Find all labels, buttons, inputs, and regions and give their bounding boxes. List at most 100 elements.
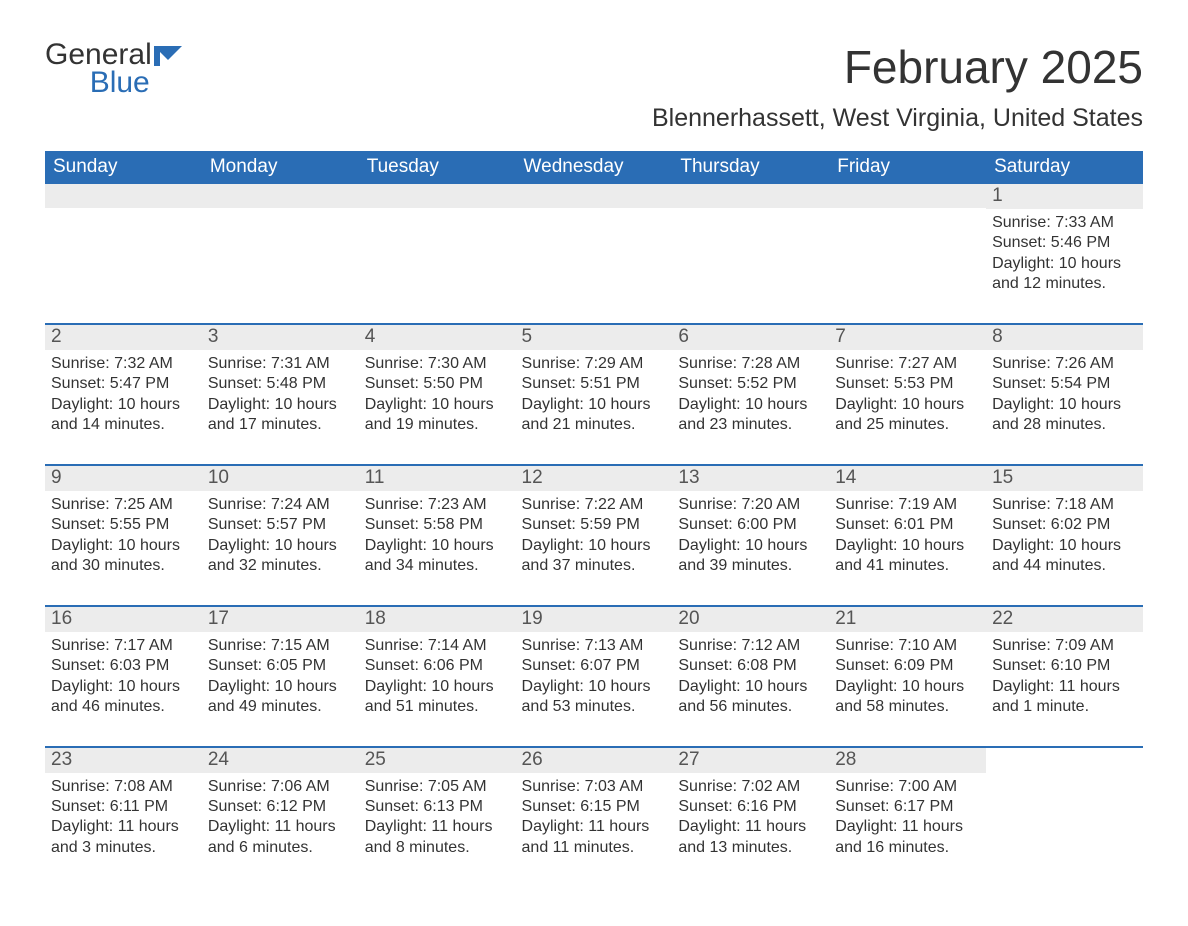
sunrise-text: Sunrise: 7:28 AM — [678, 354, 823, 374]
daylight-text: Daylight: 10 hours and 46 minutes. — [51, 677, 196, 718]
calendar-week-row: 2Sunrise: 7:32 AMSunset: 5:47 PMDaylight… — [45, 324, 1143, 465]
sunrise-text: Sunrise: 7:27 AM — [835, 354, 980, 374]
calendar-day-cell: 14Sunrise: 7:19 AMSunset: 6:01 PMDayligh… — [829, 465, 986, 606]
day-number: 25 — [365, 749, 386, 770]
calendar-day-cell: 25Sunrise: 7:05 AMSunset: 6:13 PMDayligh… — [359, 747, 516, 887]
calendar-day-cell: 10Sunrise: 7:24 AMSunset: 5:57 PMDayligh… — [202, 465, 359, 606]
sunrise-text: Sunrise: 7:25 AM — [51, 495, 196, 515]
daylight-text: Daylight: 10 hours and 58 minutes. — [835, 677, 980, 718]
daylight-text: Daylight: 10 hours and 56 minutes. — [678, 677, 823, 718]
day-number: 20 — [678, 608, 699, 629]
sunset-text: Sunset: 6:12 PM — [208, 797, 353, 817]
daylight-text: Daylight: 11 hours and 3 minutes. — [51, 817, 196, 858]
daylight-text: Daylight: 10 hours and 44 minutes. — [992, 536, 1137, 577]
sunset-text: Sunset: 6:16 PM — [678, 797, 823, 817]
day-number: 13 — [678, 467, 699, 488]
day-number: 3 — [208, 326, 219, 347]
daylight-text: Daylight: 10 hours and 25 minutes. — [835, 395, 980, 436]
sunrise-text: Sunrise: 7:23 AM — [365, 495, 510, 515]
col-sunday: Sunday — [45, 151, 202, 184]
calendar-day-cell: 3Sunrise: 7:31 AMSunset: 5:48 PMDaylight… — [202, 324, 359, 465]
day-number: 8 — [992, 326, 1003, 347]
calendar-day-cell: 22Sunrise: 7:09 AMSunset: 6:10 PMDayligh… — [986, 606, 1143, 747]
calendar-day-cell: 28Sunrise: 7:00 AMSunset: 6:17 PMDayligh… — [829, 747, 986, 887]
calendar-day-cell: 23Sunrise: 7:08 AMSunset: 6:11 PMDayligh… — [45, 747, 202, 887]
calendar-week-row: 1Sunrise: 7:33 AMSunset: 5:46 PMDaylight… — [45, 184, 1143, 324]
calendar-day-cell: 4Sunrise: 7:30 AMSunset: 5:50 PMDaylight… — [359, 324, 516, 465]
sunrise-text: Sunrise: 7:22 AM — [522, 495, 667, 515]
day-number: 10 — [208, 467, 229, 488]
sunset-text: Sunset: 6:09 PM — [835, 656, 980, 676]
sunset-text: Sunset: 5:54 PM — [992, 374, 1137, 394]
sunrise-text: Sunrise: 7:02 AM — [678, 777, 823, 797]
calendar-day-cell: 6 Sunrise: 7:28 AMSunset: 5:52 PMDaylight… — [672, 324, 829, 465]
calendar-week-row: 9Sunrise: 7:25 AMSunset: 5:55 PMDaylight… — [45, 465, 1143, 606]
day-number: 12 — [522, 467, 543, 488]
day-number: 23 — [51, 749, 72, 770]
sunset-text: Sunset: 5:59 PM — [522, 515, 667, 535]
sunset-text: Sunset: 6:07 PM — [522, 656, 667, 676]
daylight-text: Daylight: 10 hours and 28 minutes. — [992, 395, 1137, 436]
calendar-day-cell: 13Sunrise: 7:20 AMSunset: 6:00 PMDayligh… — [672, 465, 829, 606]
sunset-text: Sunset: 6:11 PM — [51, 797, 196, 817]
calendar-day-cell: 7Sunrise: 7:27 AMSunset: 5:53 PMDaylight… — [829, 324, 986, 465]
sunrise-text: Sunrise: 7:17 AM — [51, 636, 196, 656]
daylight-text: Daylight: 11 hours and 11 minutes. — [522, 817, 667, 858]
day-number: 19 — [522, 608, 543, 629]
calendar-day-cell: 20Sunrise: 7:12 AMSunset: 6:08 PMDayligh… — [672, 606, 829, 747]
calendar-day-cell: 12Sunrise: 7:22 AMSunset: 5:59 PMDayligh… — [516, 465, 673, 606]
sunset-text: Sunset: 5:48 PM — [208, 374, 353, 394]
calendar-day-cell: 17Sunrise: 7:15 AMSunset: 6:05 PMDayligh… — [202, 606, 359, 747]
sunrise-text: Sunrise: 7:13 AM — [522, 636, 667, 656]
day-number: 21 — [835, 608, 856, 629]
day-number: 27 — [678, 749, 699, 770]
daylight-text: Daylight: 10 hours and 41 minutes. — [835, 536, 980, 577]
day-number: 7 — [835, 326, 846, 347]
day-number: 2 — [51, 326, 62, 347]
calendar-day-cell: 9Sunrise: 7:25 AMSunset: 5:55 PMDaylight… — [45, 465, 202, 606]
daylight-text: Daylight: 10 hours and 14 minutes. — [51, 395, 196, 436]
daylight-text: Daylight: 10 hours and 49 minutes. — [208, 677, 353, 718]
sunrise-text: Sunrise: 7:09 AM — [992, 636, 1137, 656]
daylight-text: Daylight: 11 hours and 8 minutes. — [365, 817, 510, 858]
calendar-day-cell — [359, 184, 516, 324]
calendar-day-cell: 21Sunrise: 7:10 AMSunset: 6:09 PMDayligh… — [829, 606, 986, 747]
calendar-day-cell: 26Sunrise: 7:03 AMSunset: 6:15 PMDayligh… — [516, 747, 673, 887]
logo-text-blue: Blue — [45, 68, 152, 98]
page-title: February 2025 — [844, 40, 1143, 94]
day-number: 6 — [678, 326, 689, 347]
col-monday: Monday — [202, 151, 359, 184]
col-thursday: Thursday — [672, 151, 829, 184]
calendar-day-cell: 24Sunrise: 7:06 AMSunset: 6:12 PMDayligh… — [202, 747, 359, 887]
calendar-day-cell: 8Sunrise: 7:26 AMSunset: 5:54 PMDaylight… — [986, 324, 1143, 465]
sunrise-text: Sunrise: 7:32 AM — [51, 354, 196, 374]
sunrise-text: Sunrise: 7:03 AM — [522, 777, 667, 797]
sunset-text: Sunset: 6:17 PM — [835, 797, 980, 817]
calendar-day-cell — [986, 747, 1143, 887]
calendar-day-cell — [672, 184, 829, 324]
sunrise-text: Sunrise: 7:18 AM — [992, 495, 1137, 515]
sunset-text: Sunset: 6:05 PM — [208, 656, 353, 676]
day-number: 28 — [835, 749, 856, 770]
sunrise-text: Sunrise: 7:29 AM — [522, 354, 667, 374]
sunset-text: Sunset: 6:01 PM — [835, 515, 980, 535]
sunrise-text: Sunrise: 7:15 AM — [208, 636, 353, 656]
daylight-text: Daylight: 10 hours and 23 minutes. — [678, 395, 823, 436]
sunset-text: Sunset: 5:52 PM — [678, 374, 823, 394]
sunrise-text: Sunrise: 7:19 AM — [835, 495, 980, 515]
logo-flag-icon — [154, 46, 184, 73]
day-number: 15 — [992, 467, 1013, 488]
sunset-text: Sunset: 5:51 PM — [522, 374, 667, 394]
calendar-day-cell — [45, 184, 202, 324]
day-number: 18 — [365, 608, 386, 629]
location-label: Blennerhassett, West Virginia, United St… — [45, 104, 1143, 133]
sunrise-text: Sunrise: 7:00 AM — [835, 777, 980, 797]
sunset-text: Sunset: 6:08 PM — [678, 656, 823, 676]
daylight-text: Daylight: 10 hours and 21 minutes. — [522, 395, 667, 436]
calendar-day-cell: 11Sunrise: 7:23 AMSunset: 5:58 PMDayligh… — [359, 465, 516, 606]
calendar-week-row: 23Sunrise: 7:08 AMSunset: 6:11 PMDayligh… — [45, 747, 1143, 887]
calendar-day-cell: 5Sunrise: 7:29 AMSunset: 5:51 PMDaylight… — [516, 324, 673, 465]
sunset-text: Sunset: 6:13 PM — [365, 797, 510, 817]
calendar-week-row: 16Sunrise: 7:17 AMSunset: 6:03 PMDayligh… — [45, 606, 1143, 747]
calendar-day-cell: 15Sunrise: 7:18 AMSunset: 6:02 PMDayligh… — [986, 465, 1143, 606]
